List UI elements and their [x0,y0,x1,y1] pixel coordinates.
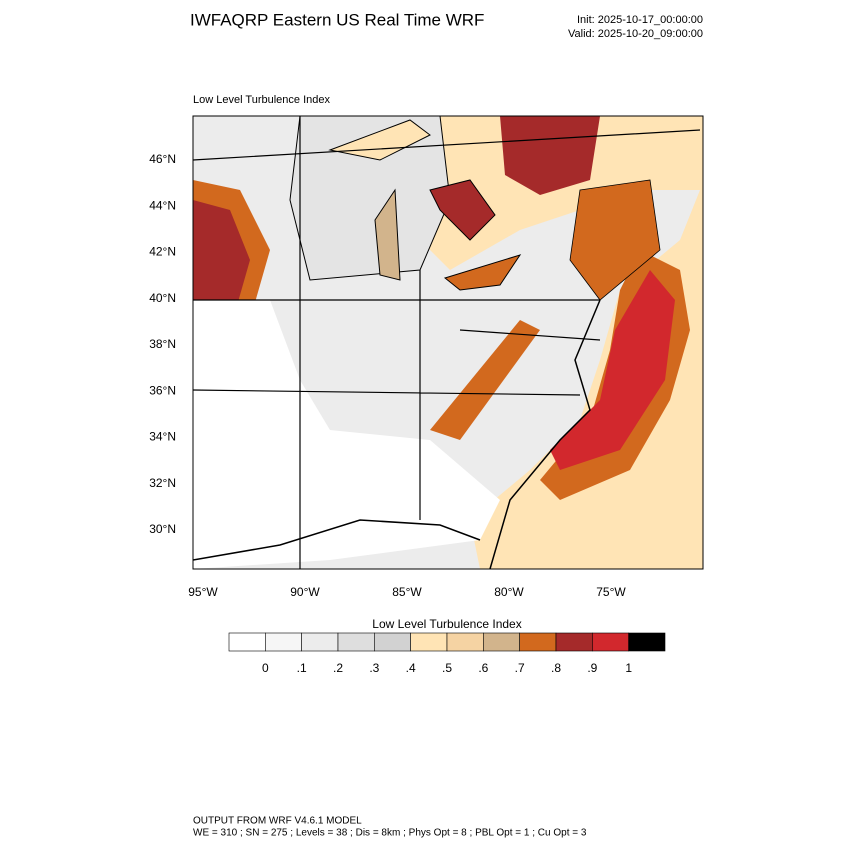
offshore-max [550,270,675,470]
lake-michigan [374,188,401,281]
lake-huron [429,179,496,241]
lat-label: 42°N [149,245,176,259]
colorbar-box [410,632,448,652]
colorbar-tick-label: .9 [587,661,597,675]
footer-line: WE = 310 ; SN = 275 ; Levels = 38 ; Dis … [193,828,587,839]
lat-label: 46°N [149,152,176,166]
lon-label: 85°W [392,585,422,599]
colorbar-box [483,632,520,652]
colorbar-box [628,632,666,652]
colorbar-box [265,632,302,652]
colorbar-box [555,632,593,652]
colorbar-tick-label: .8 [551,661,561,675]
colorbar-tick-label: 1 [625,661,632,675]
south-low [193,300,500,569]
lon-label: 90°W [290,585,320,599]
lon-label: 95°W [188,585,218,599]
colorbar-box [374,632,411,652]
lon-labels: 95°W 90°W 85°W 80°W 75°W [188,585,626,599]
state-borders [193,116,701,569]
colorbar-box [228,632,266,652]
lat-labels: 46°N 44°N 42°N 40°N 38°N 36°N 34°N 32°N 30°N [149,152,176,536]
colorbar-tick-label: .4 [406,661,416,675]
lake-erie [443,254,522,291]
colorbar-tick-label: 0 [262,661,269,675]
lat-label: 40°N [149,291,176,305]
colorbar-tick-label: .3 [369,661,379,675]
lat-label: 44°N [149,198,176,212]
colorbar-tick-label: .5 [442,661,452,675]
valid-time: Valid: 2025-10-20_09:00:00 [568,28,703,40]
colorbar-tick-label: .7 [515,661,525,675]
new-england [569,179,661,301]
init-time: Init: 2025-10-17_00:00:00 [577,14,703,26]
colorbar-box [337,632,375,652]
colorbar-tick-label: .6 [478,661,488,675]
colorbar: 0 .1 .2 .3 .4 .5 .6 .7 .8 .9 1 [228,632,666,675]
footer-line: OUTPUT FROM WRF V4.6.1 MODEL [193,816,362,827]
lat-label: 30°N [149,522,176,536]
lon-label: 80°W [494,585,524,599]
colorbar-title: Low Level Turbulence Index [372,617,521,631]
coastline [489,299,601,569]
map-frame [192,115,704,570]
map-field [193,116,703,569]
lon-label: 75°W [596,585,626,599]
colorbar-box [301,632,339,652]
map-label: Low Level Turbulence Index [193,94,330,106]
appalachian-ridge [430,320,540,440]
lat-label: 34°N [149,430,176,444]
colorbar-box [446,632,484,652]
title: IWFAQRP Eastern US Real Time WRF [190,10,484,29]
colorbar-box [592,632,629,652]
lat-label: 32°N [149,476,176,490]
north-high [500,116,600,195]
lat-label: 38°N [149,337,176,351]
colorbar-tick-label: .1 [297,661,307,675]
lat-label: 36°N [149,383,176,397]
colorbar-tick-label: .2 [333,661,343,675]
gulf-coast [193,519,481,561]
colorbar-box [519,632,557,652]
